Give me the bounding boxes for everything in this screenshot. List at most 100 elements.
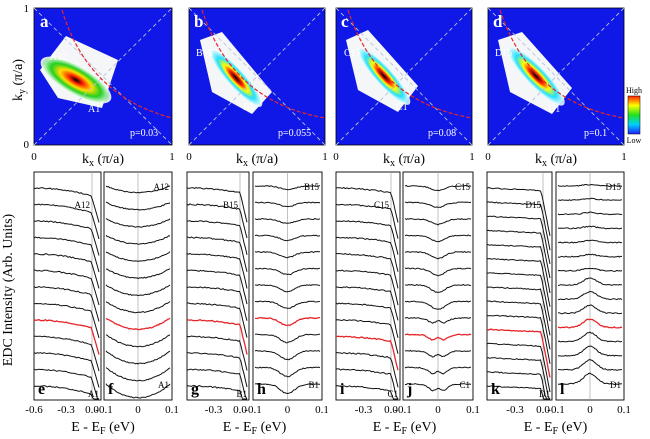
edc-curve bbox=[33, 302, 100, 339]
symmetrized-edc-curve bbox=[105, 234, 171, 245]
edc-intensity-axis-label: EDC Intensity (Arb. Units) bbox=[1, 213, 16, 366]
edc-curve bbox=[335, 368, 399, 400]
edc-curve bbox=[335, 319, 399, 354]
edc-panel-h: h B15 B1 bbox=[252, 171, 323, 401]
edc-group-ef: e A12 A1 f A12 A1 -0.6 -0.3 0.0-0.1 0 0.1 E - EF (e… bbox=[25, 171, 179, 437]
panel-letter-k: k bbox=[491, 381, 500, 398]
edc-curve bbox=[186, 352, 248, 388]
energy-tick: -0.3 bbox=[355, 404, 373, 416]
panel-letter-i: i bbox=[340, 381, 345, 398]
doping-label-b: p=0.055 bbox=[278, 128, 311, 139]
symmetrized-edc-curve bbox=[254, 333, 320, 344]
kx-tick-1: 1 bbox=[169, 151, 175, 163]
edc-top-label: A12 bbox=[75, 200, 91, 210]
kx-tick-1: 1 bbox=[322, 151, 328, 163]
edc-curve bbox=[33, 269, 100, 306]
edc-curve bbox=[335, 286, 399, 321]
edc-curve bbox=[335, 236, 399, 272]
edc-bottom-label: D1 bbox=[539, 389, 550, 399]
edc-curve bbox=[33, 187, 100, 223]
kx-tick-0: 0 bbox=[31, 151, 37, 163]
cut-label-c15: C15 bbox=[344, 48, 361, 59]
edc-panel-g: g B15 B1 bbox=[186, 171, 250, 401]
symmetrized-edc-curve bbox=[254, 185, 321, 191]
symmetrized-edc-curve bbox=[105, 367, 171, 382]
symmetrized-edc-curve bbox=[105, 317, 171, 331]
symmetrized-edc-curve bbox=[557, 253, 623, 258]
symmetrized-edc-curve bbox=[404, 349, 472, 358]
symmetrized-edc-curve bbox=[105, 218, 171, 228]
symmetrized-edc-curve bbox=[105, 201, 171, 211]
edc-bottom-label: C1 bbox=[387, 389, 398, 399]
symmetrized-edc-curve bbox=[404, 366, 471, 375]
symmetrized-edc-curve bbox=[105, 350, 171, 365]
colorbar-high-label: High bbox=[626, 86, 642, 95]
edc-curve bbox=[34, 335, 100, 372]
edc-curve bbox=[486, 201, 551, 251]
energy-axis-label: E - EF (eV) bbox=[71, 420, 135, 437]
colorbar-low-label: Low bbox=[627, 136, 642, 145]
k-space-maps: a A12 A1 p=0.03 b B15 B1 p=0.055 c bbox=[11, 3, 642, 169]
symmetrized-edc-curve bbox=[254, 267, 321, 276]
symmetrized-edc-curve bbox=[254, 250, 321, 259]
edc-curve bbox=[335, 186, 399, 223]
energy-tick: 0 bbox=[135, 404, 141, 416]
symmetrized-edc-curve bbox=[105, 251, 171, 262]
cut-label-a1: A1 bbox=[88, 104, 100, 115]
energy-tick: 0.0 bbox=[536, 404, 550, 416]
doping-label-a: p=0.03 bbox=[130, 128, 158, 139]
energy-tick: -0.1 bbox=[244, 404, 261, 416]
edc-curve bbox=[34, 318, 100, 355]
kx-axis-label: kx (π/a) bbox=[383, 152, 425, 169]
edc-curve bbox=[486, 314, 551, 364]
panel-letter-l: l bbox=[560, 381, 565, 398]
energy-tick: -0.6 bbox=[25, 404, 43, 416]
edc-curve bbox=[186, 252, 248, 289]
energy-tick: 0.0 bbox=[85, 404, 99, 416]
symmetrized-edc-curve bbox=[557, 225, 623, 230]
edc-curve bbox=[186, 187, 248, 223]
energy-tick: 0.1 bbox=[315, 404, 329, 416]
colorbar-scale bbox=[627, 95, 641, 135]
symmetrized-edc-curve bbox=[105, 268, 171, 280]
edc-curve bbox=[486, 229, 551, 279]
symmetrized-edc-curve bbox=[404, 300, 472, 310]
symmetrized-edc-curve bbox=[557, 372, 623, 386]
edc-panel-i: i C15 C1 bbox=[335, 171, 401, 401]
edc-group-gh: g B15 B1 h B15 B1 -0.3 0.0-0.1 0 0.1 E - EF (eV) bbox=[186, 171, 329, 437]
kx-axis-c: 0 1 kx (π/a) bbox=[333, 151, 475, 169]
edc-curve bbox=[33, 385, 99, 400]
energy-tick: -0.1 bbox=[95, 404, 112, 416]
symmetrized-edc-curve bbox=[255, 316, 320, 327]
symmetrized-edc-curve bbox=[254, 366, 321, 378]
energy-tick: 0.1 bbox=[617, 404, 631, 416]
symmetrized-edc-curve bbox=[404, 267, 472, 277]
edc-curve bbox=[486, 286, 551, 336]
energy-tick: 0 bbox=[435, 404, 441, 416]
edc-bottom-label: C1 bbox=[459, 380, 470, 390]
edc-panel-l: l D15 D1 bbox=[555, 171, 625, 401]
edc-bottom-label: B1 bbox=[236, 389, 247, 399]
edc-curve bbox=[186, 286, 248, 321]
symmetrized-edc-curve bbox=[557, 211, 623, 216]
edc-curve bbox=[186, 335, 248, 371]
edc-curve bbox=[335, 385, 398, 400]
cut-label-b1: B1 bbox=[243, 102, 255, 113]
edc-panels: EDC Intensity (Arb. Units) e A12 A1 f A12 A1 -… bbox=[1, 171, 631, 437]
kx-axis-label: kx (π/a) bbox=[82, 152, 124, 169]
cut-label-a12: A12 bbox=[50, 52, 67, 63]
ky-axis-label: ky (π/a) bbox=[11, 59, 28, 101]
symmetrized-edc-curve bbox=[557, 183, 623, 188]
edc-top-label: C15 bbox=[374, 200, 390, 210]
edc-curve bbox=[335, 252, 399, 289]
symmetrized-edc-curve bbox=[105, 334, 171, 348]
energy-tick: 0.0 bbox=[233, 404, 247, 416]
colorbar: High Low bbox=[626, 86, 642, 145]
symmetrized-edc-curve bbox=[557, 267, 623, 272]
edc-curve bbox=[486, 342, 551, 393]
energy-tick: 0 bbox=[587, 404, 593, 416]
edc-curve bbox=[33, 368, 100, 400]
edc-curve bbox=[186, 368, 248, 400]
symmetrized-edc-curve bbox=[254, 383, 320, 395]
symmetrized-edc-curve bbox=[105, 185, 171, 194]
